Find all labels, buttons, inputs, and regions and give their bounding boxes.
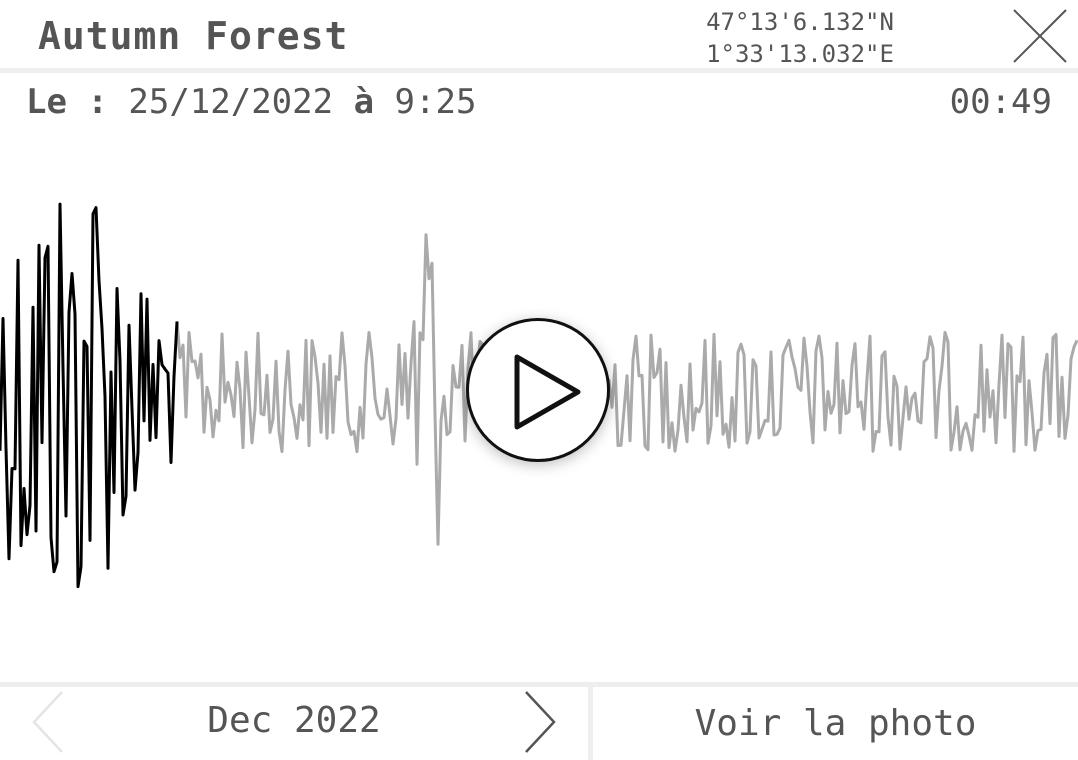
close-button[interactable] [1008,6,1068,66]
longitude-text: 1°33'13.032"E [706,40,894,68]
header-divider [0,68,1078,73]
date-prefix: Le : [26,82,108,122]
recording-date: Le : 25/12/2022 à 9:25 [26,82,476,122]
footer-separator [588,687,593,760]
playback-timer: 00:49 [949,82,1052,122]
date-value: 25/12/2022 [128,82,334,122]
page-title: Autumn Forest [38,14,349,58]
header-bar: Autumn Forest 47°13'6.132"N 1°33'13.032"… [0,0,1078,70]
footer-divider [0,682,1078,687]
coordinates: 47°13'6.132"N 1°33'13.032"E [680,6,920,70]
latitude-text: 47°13'6.132"N [706,8,894,36]
waveform-unplayed [175,233,1078,546]
next-month-button[interactable] [518,688,566,756]
chevron-left-icon [32,691,63,753]
close-icon [1013,9,1067,63]
play-button[interactable] [466,318,610,462]
month-label: Dec 2022 [207,700,381,741]
previous-month-button[interactable] [22,688,70,756]
time-value: 9:25 [394,82,477,122]
audio-waveform[interactable] [0,110,1078,680]
play-icon [514,354,581,430]
chevron-right-icon [525,691,556,753]
date-joiner: à [353,82,375,122]
view-photo-button[interactable]: Voir la photo [694,703,977,744]
waveform-played [0,202,179,589]
